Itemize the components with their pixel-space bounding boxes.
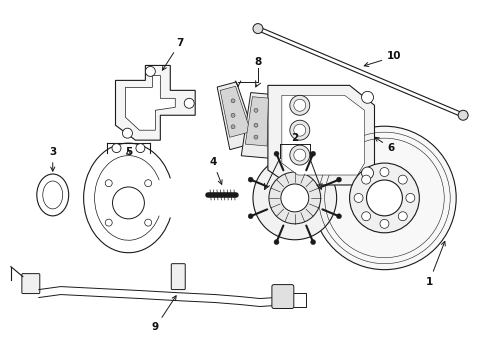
Circle shape: [361, 175, 370, 184]
Polygon shape: [115, 66, 195, 140]
Text: 4: 4: [209, 157, 222, 184]
Circle shape: [361, 91, 373, 103]
Circle shape: [312, 126, 455, 270]
Circle shape: [252, 24, 263, 33]
Text: 6: 6: [374, 137, 394, 153]
Circle shape: [122, 128, 132, 138]
Circle shape: [105, 219, 112, 226]
Circle shape: [310, 151, 315, 156]
FancyBboxPatch shape: [171, 264, 185, 289]
Polygon shape: [267, 85, 374, 185]
Circle shape: [280, 184, 308, 212]
Polygon shape: [245, 97, 268, 146]
Circle shape: [336, 177, 341, 182]
Polygon shape: [220, 86, 250, 137]
Text: 5: 5: [124, 147, 132, 157]
Text: 2: 2: [290, 133, 298, 143]
FancyBboxPatch shape: [271, 285, 293, 309]
Circle shape: [230, 113, 235, 117]
Circle shape: [289, 120, 309, 140]
Circle shape: [184, 98, 194, 108]
Circle shape: [253, 108, 258, 112]
Circle shape: [253, 135, 258, 139]
Text: 10: 10: [364, 51, 401, 67]
Circle shape: [144, 219, 151, 226]
Text: 9: 9: [151, 296, 176, 332]
Circle shape: [293, 124, 305, 136]
Circle shape: [289, 145, 309, 165]
FancyBboxPatch shape: [22, 274, 40, 293]
Circle shape: [252, 156, 336, 240]
Circle shape: [145, 67, 155, 76]
Circle shape: [230, 125, 235, 129]
Circle shape: [349, 163, 419, 233]
Circle shape: [293, 149, 305, 161]
Circle shape: [336, 214, 341, 219]
Circle shape: [253, 123, 258, 127]
Circle shape: [112, 187, 144, 219]
Text: 1: 1: [425, 242, 445, 287]
Circle shape: [136, 144, 144, 153]
Circle shape: [405, 193, 414, 202]
Circle shape: [247, 177, 253, 182]
Circle shape: [397, 212, 407, 221]
Circle shape: [379, 219, 388, 228]
Circle shape: [289, 95, 309, 115]
Circle shape: [310, 240, 315, 244]
Circle shape: [361, 167, 373, 179]
Circle shape: [366, 180, 402, 216]
Circle shape: [379, 167, 388, 176]
Circle shape: [361, 212, 370, 221]
Circle shape: [247, 214, 253, 219]
Circle shape: [144, 180, 151, 187]
Circle shape: [268, 172, 320, 224]
Polygon shape: [125, 75, 175, 130]
Circle shape: [273, 240, 279, 244]
Circle shape: [230, 99, 235, 103]
Circle shape: [105, 180, 112, 187]
Polygon shape: [281, 95, 364, 175]
Text: 3: 3: [49, 147, 56, 171]
Circle shape: [353, 193, 362, 202]
Polygon shape: [217, 82, 256, 150]
Circle shape: [397, 175, 407, 184]
Circle shape: [112, 144, 121, 153]
Circle shape: [273, 151, 279, 156]
Circle shape: [293, 99, 305, 111]
Text: 8: 8: [254, 58, 261, 67]
Polygon shape: [241, 93, 270, 158]
Circle shape: [457, 110, 467, 120]
Text: 7: 7: [162, 37, 183, 70]
